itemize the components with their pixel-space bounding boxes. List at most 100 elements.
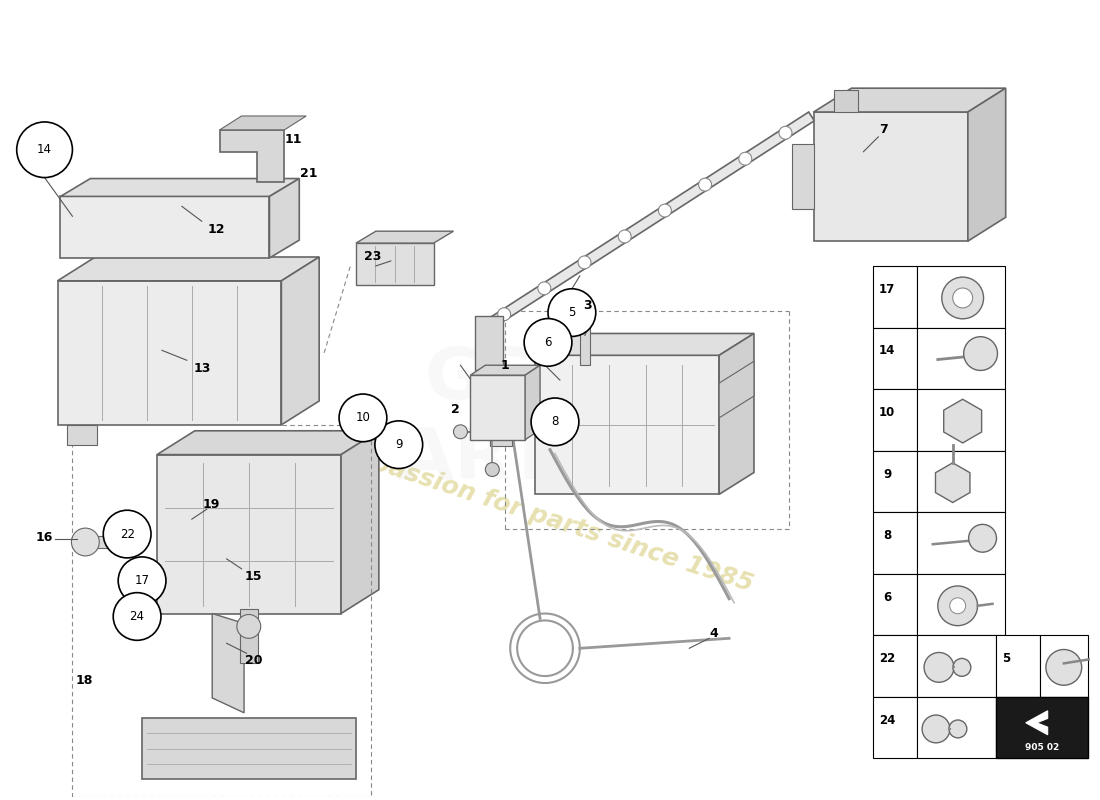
Circle shape <box>16 122 73 178</box>
Text: GS
PARTS: GS PARTS <box>352 346 608 494</box>
Polygon shape <box>157 430 378 454</box>
Polygon shape <box>60 197 270 258</box>
Text: 5: 5 <box>1002 652 1010 666</box>
Polygon shape <box>356 231 453 243</box>
Bar <box>873 635 917 697</box>
Circle shape <box>485 462 499 477</box>
Circle shape <box>942 277 983 319</box>
Text: 9: 9 <box>395 438 403 451</box>
Text: 14: 14 <box>37 143 52 156</box>
Circle shape <box>698 178 712 191</box>
Polygon shape <box>834 90 858 112</box>
Circle shape <box>969 524 997 552</box>
Polygon shape <box>485 112 814 330</box>
Polygon shape <box>535 334 754 355</box>
Polygon shape <box>212 614 244 713</box>
Text: 9: 9 <box>883 467 891 481</box>
Circle shape <box>524 318 572 366</box>
Text: 10: 10 <box>355 411 371 424</box>
Text: 11: 11 <box>285 134 303 146</box>
Text: 17: 17 <box>134 574 150 587</box>
Circle shape <box>739 152 751 165</box>
Text: 6: 6 <box>544 336 552 349</box>
Polygon shape <box>944 399 981 443</box>
Bar <box>917 389 1004 450</box>
Bar <box>917 327 1004 389</box>
Circle shape <box>949 720 967 738</box>
Text: 18: 18 <box>76 674 94 686</box>
Bar <box>917 266 1004 327</box>
Circle shape <box>924 653 954 682</box>
Circle shape <box>953 288 972 308</box>
Text: 15: 15 <box>245 570 262 583</box>
Bar <box>142 718 356 779</box>
Circle shape <box>531 398 579 446</box>
Bar <box>873 389 917 450</box>
Circle shape <box>103 510 151 558</box>
Polygon shape <box>92 536 145 548</box>
Circle shape <box>72 528 99 556</box>
Bar <box>67 425 97 445</box>
Polygon shape <box>535 355 719 494</box>
Bar <box>873 512 917 574</box>
Polygon shape <box>719 334 754 494</box>
Polygon shape <box>341 430 378 614</box>
Circle shape <box>949 598 966 614</box>
Bar <box>792 144 814 209</box>
Polygon shape <box>57 281 282 425</box>
Text: 1: 1 <box>500 358 509 372</box>
Circle shape <box>497 308 510 321</box>
Text: 2: 2 <box>451 403 460 417</box>
Bar <box>873 327 917 389</box>
Polygon shape <box>157 454 341 614</box>
Text: 19: 19 <box>204 498 220 510</box>
Circle shape <box>579 256 591 269</box>
Text: 22: 22 <box>120 527 134 541</box>
Circle shape <box>659 204 671 217</box>
Bar <box>873 574 917 635</box>
Circle shape <box>779 126 792 139</box>
Polygon shape <box>580 321 590 366</box>
Text: 21: 21 <box>300 167 318 180</box>
Text: 22: 22 <box>879 652 895 666</box>
Bar <box>1040 635 1088 697</box>
Polygon shape <box>282 257 319 425</box>
Bar <box>240 609 257 663</box>
Polygon shape <box>60 178 299 197</box>
Bar <box>917 697 996 758</box>
Text: 12: 12 <box>208 222 226 236</box>
Text: 24: 24 <box>130 610 144 623</box>
Circle shape <box>538 282 551 294</box>
Bar <box>917 574 1004 635</box>
Text: 10: 10 <box>879 406 895 419</box>
Text: 16: 16 <box>36 530 53 543</box>
Bar <box>996 697 1088 758</box>
Polygon shape <box>814 88 1005 112</box>
Bar <box>917 450 1004 512</box>
Text: 3: 3 <box>583 299 592 312</box>
Circle shape <box>618 230 631 243</box>
Polygon shape <box>471 366 540 375</box>
Circle shape <box>113 593 161 640</box>
Text: 23: 23 <box>364 250 382 262</box>
Text: 8: 8 <box>883 529 891 542</box>
Text: 6: 6 <box>883 590 891 604</box>
Circle shape <box>1046 650 1081 686</box>
Polygon shape <box>525 366 540 440</box>
Text: 5: 5 <box>569 306 575 319</box>
Polygon shape <box>57 257 319 281</box>
Text: 8: 8 <box>551 415 559 428</box>
Bar <box>917 512 1004 574</box>
Bar <box>873 450 917 512</box>
Bar <box>996 635 1040 697</box>
Text: 17: 17 <box>879 283 895 296</box>
Polygon shape <box>935 463 970 502</box>
Text: a passion for parts since 1985: a passion for parts since 1985 <box>344 442 756 596</box>
Polygon shape <box>814 112 968 241</box>
Polygon shape <box>719 362 754 418</box>
Circle shape <box>938 586 978 626</box>
Text: 24: 24 <box>879 714 895 727</box>
Circle shape <box>375 421 422 469</box>
Circle shape <box>453 425 468 438</box>
Polygon shape <box>220 116 306 130</box>
